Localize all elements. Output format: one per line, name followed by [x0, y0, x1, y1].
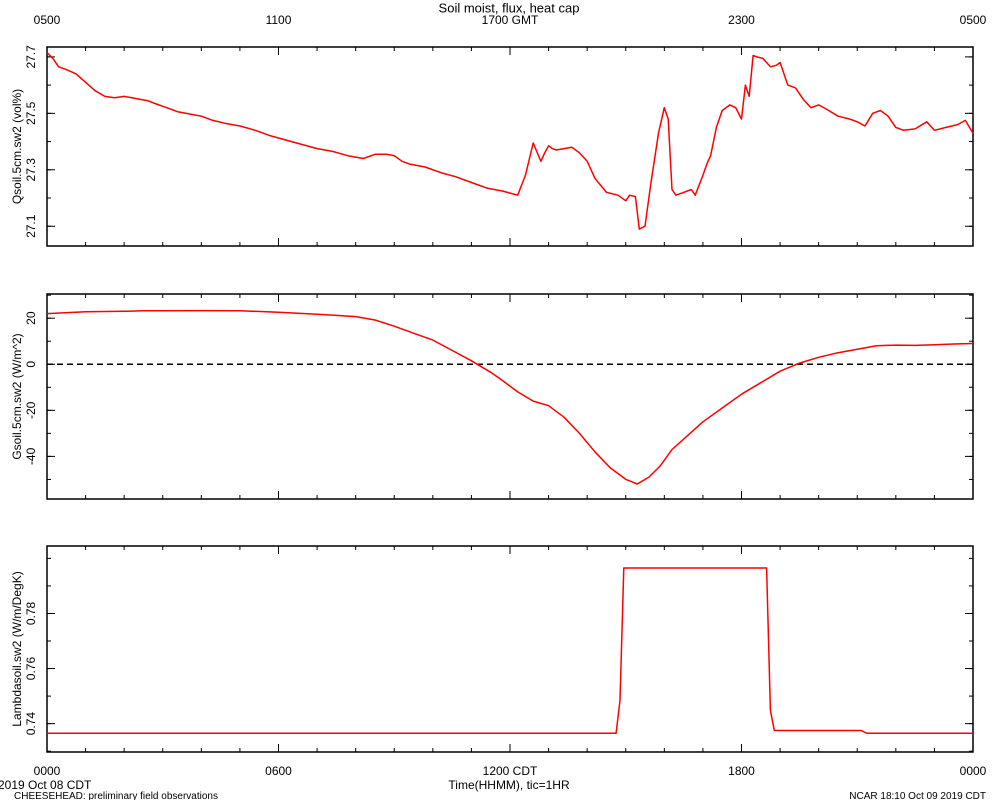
y-axis-title: Lambdasoil.sw2 (W/m/DegK)	[10, 571, 24, 726]
chart-title: Soil moist, flux, heat cap	[439, 1, 580, 16]
bottom-tick-label: 0000	[34, 764, 61, 778]
y-axis-title: Qsoil.5cm.sw2 (vol%)	[10, 89, 24, 204]
top-tick-label: 0500	[34, 13, 61, 27]
y-tick-label: 27.5	[24, 101, 38, 125]
series-line	[46, 52, 974, 230]
bottom-tick-label: 1200 CDT	[483, 764, 538, 778]
y-ticks: 0.74 0.76 0.78	[24, 557, 973, 752]
y-tick-label: 0.74	[24, 712, 38, 736]
series-line	[47, 567, 973, 735]
top-tick-label: 1100	[266, 13, 292, 27]
top-time-axis: 0500 1100 1700 GMT 2300 0500	[34, 13, 987, 27]
bottom-tick-label: 0600	[265, 764, 292, 778]
start-date-label: 2019 Oct 08 CDT	[0, 778, 92, 792]
y-tick-label: 27.1	[24, 214, 38, 238]
y-tick-label: 0.76	[24, 657, 38, 681]
chart-panels: 27.1 27.3 27.5 27.7 Qsoil.5cm.sw2 (vol%) 20 0 -…	[10, 45, 974, 753]
y-tick-label: 27.7	[24, 45, 38, 69]
plot-frame	[46, 46, 974, 247]
footer-left: CHEESEHEAD: preliminary field observatio…	[14, 791, 218, 800]
y-tick-label: 27.3	[24, 158, 38, 182]
x-ticks	[46, 546, 974, 752]
x-ticks	[46, 294, 974, 499]
footer-right: NCAR 18:10 Oct 09 2019 CDT	[849, 791, 986, 800]
y-tick-label: -20	[24, 401, 38, 419]
x-ticks	[46, 47, 974, 246]
plot-frame	[46, 545, 974, 753]
bottom-tick-label: 0000	[960, 764, 987, 778]
x-axis-title: Time(HHMM), tic=1HR	[448, 778, 570, 792]
series-line	[46, 309, 974, 485]
y-tick-label: 20	[24, 311, 38, 325]
plot-frame	[46, 293, 974, 500]
y-tick-label: 0.78	[24, 601, 38, 625]
chart-panel-1: 27.1 27.3 27.5 27.7 Qsoil.5cm.sw2 (vol%)	[10, 45, 974, 247]
y-ticks: 27.1 27.3 27.5 27.7	[24, 45, 973, 238]
top-tick-label: 2300	[728, 13, 755, 27]
bottom-tick-label: 1800	[728, 764, 755, 778]
y-tick-label: 0	[24, 361, 38, 368]
top-tick-label: 0500	[960, 13, 987, 27]
y-ticks: 20 0 -20 -40	[24, 294, 973, 480]
y-axis-title: Gsoil.5cm.sw2 (W/m^2)	[10, 333, 24, 459]
top-tick-label: 1700 GMT	[482, 13, 539, 27]
y-tick-label: -40	[24, 447, 38, 465]
bottom-time-axis: 0000 0600 1200 CDT 1800 0000	[34, 764, 987, 778]
